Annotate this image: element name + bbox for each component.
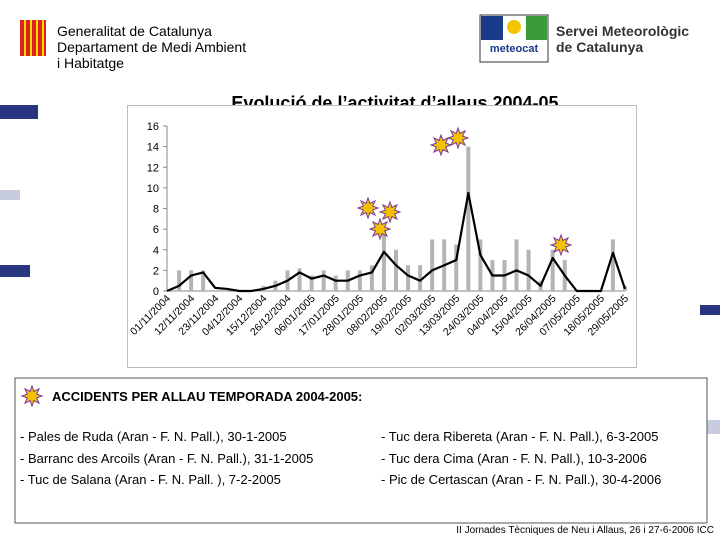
bar — [478, 239, 483, 291]
line — [166, 191, 627, 293]
bar — [454, 244, 459, 291]
bar — [610, 239, 615, 291]
y-tick-label: 4 — [153, 245, 159, 257]
accidents-heading: ACCIDENTS PER ALLAU TEMPORADA 2004-2005: — [52, 389, 363, 404]
y-tick-label: 16 — [147, 121, 159, 133]
bar — [526, 249, 531, 291]
org: Generalitat de Catalunya Departament de … — [57, 23, 246, 71]
bar — [297, 268, 302, 291]
bar — [333, 275, 338, 291]
org-line: i Habitatge — [57, 55, 124, 71]
y-tick-label: 12 — [147, 162, 159, 174]
bar — [514, 239, 519, 291]
bar — [309, 275, 314, 291]
accident: - Pales de Ruda (Aran - F. N. Pall.), 30… — [20, 429, 287, 444]
chart: 024681012141601/11/200412/11/200423/11/2… — [127, 105, 637, 368]
bar — [369, 265, 374, 291]
bar — [550, 249, 555, 291]
org-line: Departament de Medi Ambient — [57, 39, 247, 55]
bar — [321, 270, 326, 291]
accident: - Barranc des Arcoils (Aran - F. N. Pall… — [20, 450, 314, 466]
y-tick-label: 2 — [153, 265, 159, 277]
bar — [466, 146, 471, 291]
bar — [357, 270, 362, 291]
bar — [201, 270, 206, 291]
bar — [177, 270, 182, 291]
bar — [394, 249, 398, 291]
accidents-right: - Tuc dera Ribereta (Aran - F. N. Pall.)… — [381, 426, 661, 491]
org-line: Generalitat de Catalunya — [57, 23, 212, 39]
bar — [189, 270, 194, 291]
y-tick-label: 6 — [153, 224, 159, 236]
bar — [430, 239, 435, 291]
accident: - Pic de Certascan (Aran - F. N. Pall.),… — [381, 472, 662, 487]
footer: II Jornades Tècniques de Neu i Allaus, 2… — [456, 525, 714, 536]
bar — [381, 229, 386, 291]
service-line: Servei Meteorològic — [556, 23, 690, 39]
accident: - Tuc dera Cima (Aran - F. N. Pall.), 10… — [381, 450, 647, 466]
accident: - Tuc dera Ribereta (Aran - F. N. Pall.)… — [381, 429, 659, 444]
bar — [406, 265, 411, 291]
y-tick-label: 8 — [153, 204, 159, 216]
logo-text: meteocat — [489, 43, 539, 55]
service-line: de Catalunya — [556, 39, 644, 55]
bar — [418, 265, 423, 291]
accident: - Tuc de Salana (Aran - F. N. Pall. ), 7… — [20, 472, 281, 487]
y-tick-label: 0 — [153, 286, 159, 298]
service: Servei Meteorològic de Catalunya — [556, 23, 689, 55]
y-tick-label: 14 — [147, 142, 159, 154]
accidents-left: - Pales de Ruda (Aran - F. N. Pall.), 30… — [20, 426, 313, 491]
y-tick-label: 10 — [147, 183, 159, 195]
